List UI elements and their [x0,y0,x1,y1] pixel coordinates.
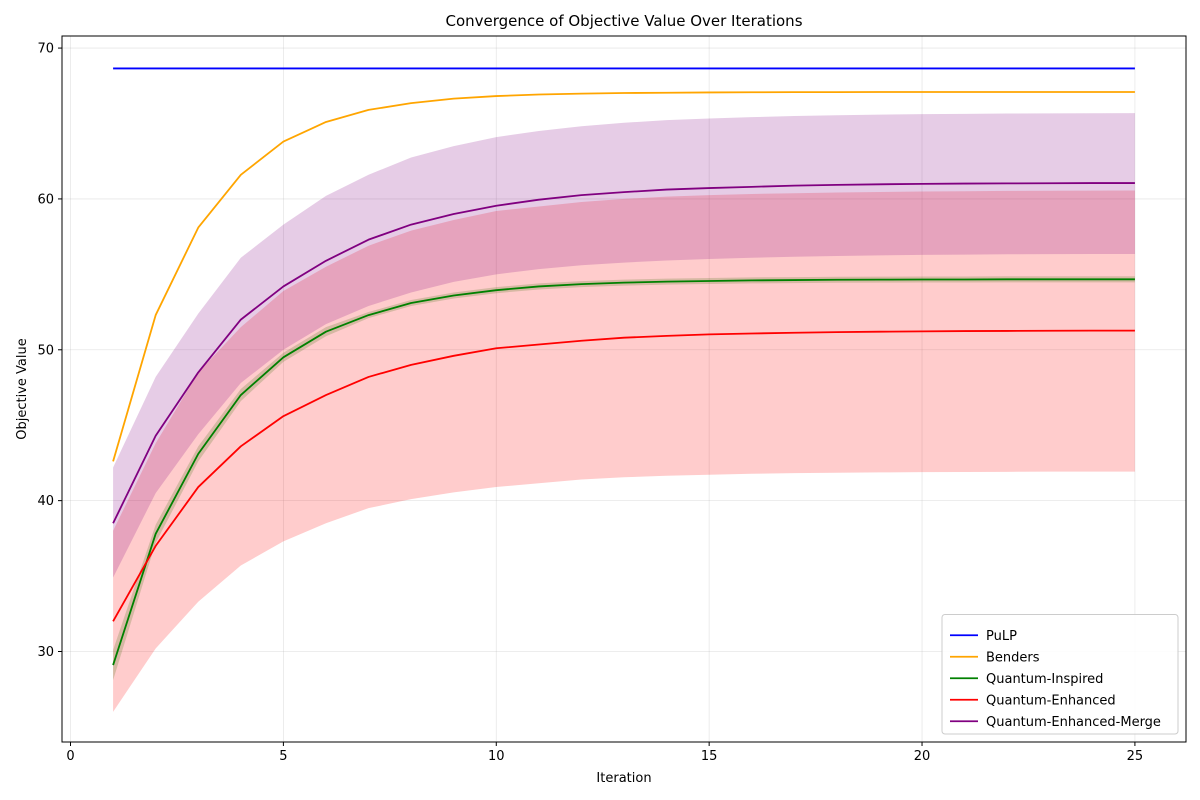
y-tick-label: 70 [37,42,54,57]
series-line-quantum-enhanced-merge [112,182,1135,524]
y-tick-label: 50 [37,343,54,358]
series-lines [112,67,1135,666]
x-tick-label: 5 [279,749,287,764]
band-quantum-enhanced-merge [113,113,1135,578]
y-tick-label: 40 [37,494,54,509]
series-line-quantum-enhanced [112,329,1135,622]
chart-title: Convergence of Objective Value Over Iter… [445,12,802,30]
legend-label-quantum-enhanced-merge: Quantum-Enhanced-Merge [986,715,1161,730]
legend-label-pulp: PuLP [986,629,1017,644]
x-tick-label: 20 [914,749,931,764]
x-tick-label: 15 [701,749,718,764]
legend: PuLP Benders Quantum-Inspired Quantum-Enhan… [941,614,1179,735]
confidence-bands [113,113,1135,712]
legend-label-quantum-enhanced: Quantum-Enhanced [986,693,1116,708]
grid [62,36,1186,742]
x-tick-label: 0 [66,749,74,764]
legend-label-quantum-inspired: Quantum-Inspired [986,672,1103,687]
legend-label-benders: Benders [986,650,1040,665]
y-axis-label: Objective Value [15,338,30,439]
legend-box [941,614,1179,735]
series-line-quantum-inspired [112,278,1135,666]
plot-frame [61,35,1187,743]
y-tick-label: 60 [37,192,54,207]
x-axis-label: Iteration [596,771,651,786]
x-tick-label: 10 [488,749,505,764]
y-tick-label: 30 [37,645,54,660]
axis-ticks: 0 5 10 15 20 25 30 40 50 60 70 [37,42,1143,764]
band-quantum-enhanced [113,190,1135,712]
series-line-benders [112,91,1135,462]
x-tick-label: 25 [1127,749,1144,764]
